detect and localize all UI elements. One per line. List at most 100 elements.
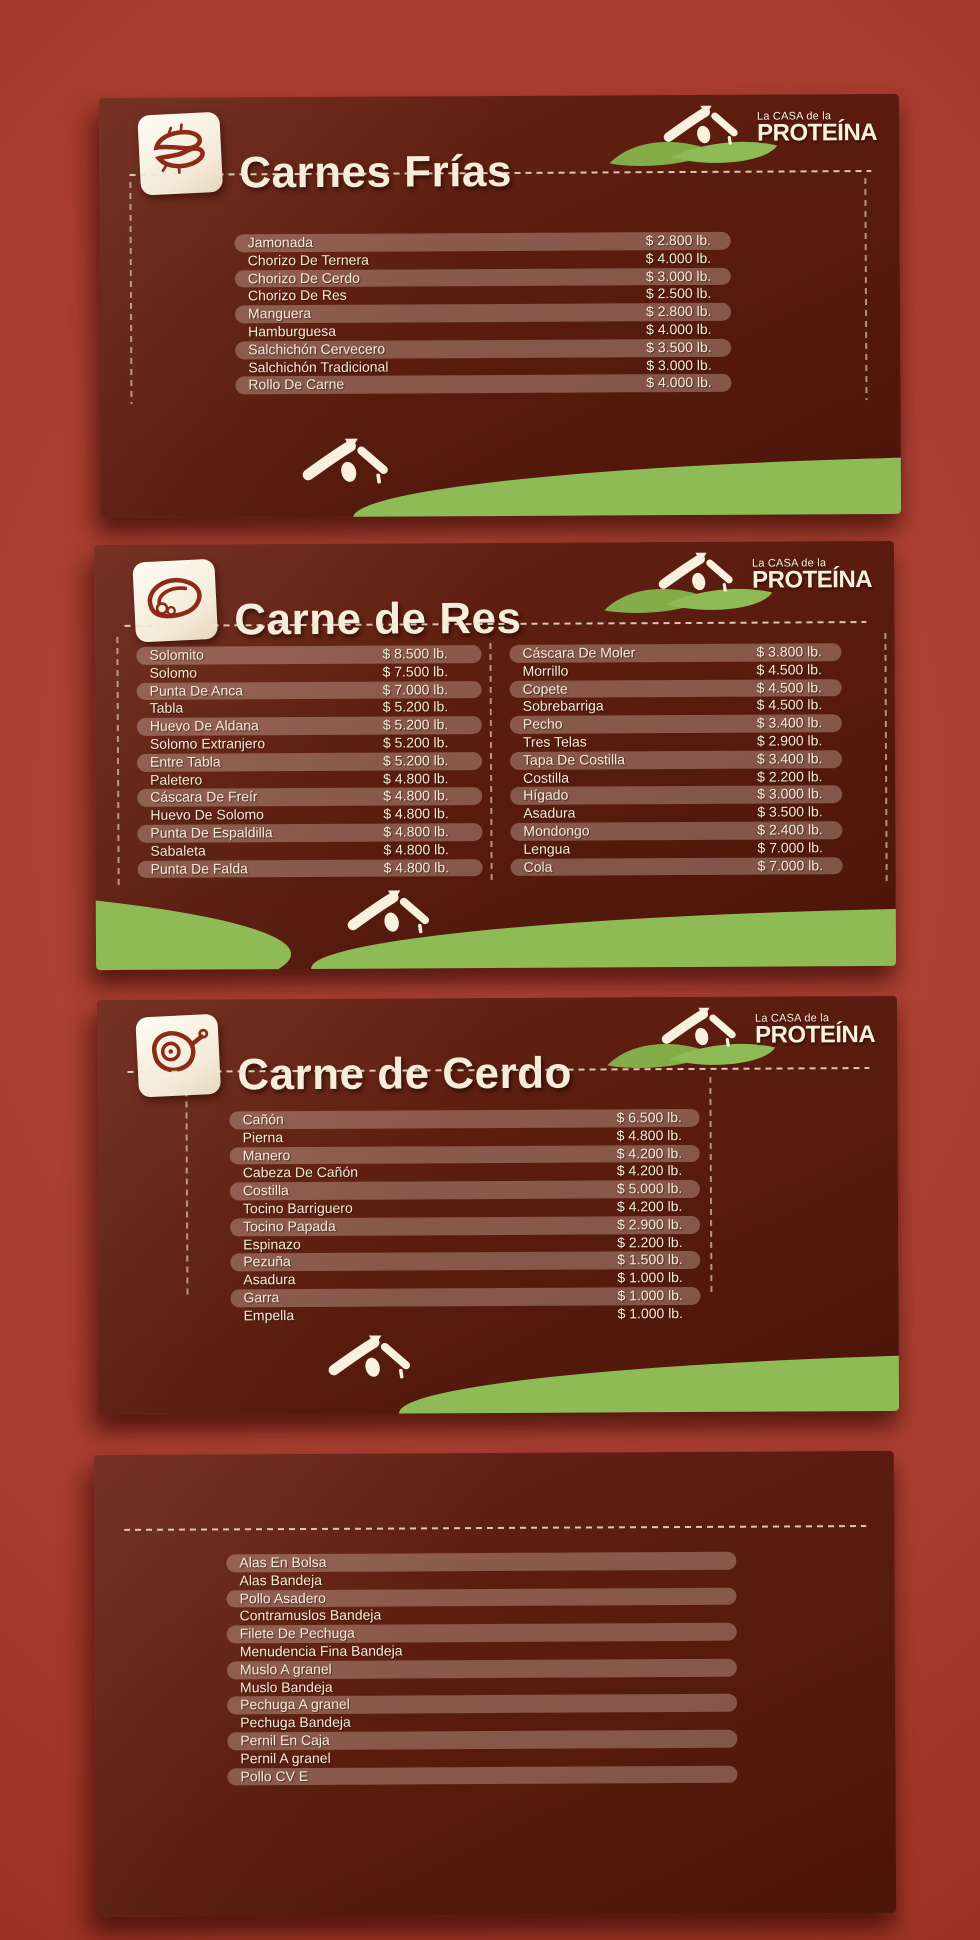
brand-logo: La CASA de la PROTEÍNA (607, 1004, 875, 1069)
price-list: Jamonada $ 2.800 lb. Chorizo De Ternera … (234, 231, 732, 395)
item-price: $ 4.800 lb. (383, 769, 449, 787)
item-price: $ 7.500 lb. (382, 663, 448, 680)
item-price: $ 2.500 lb. (645, 285, 712, 302)
brand-logo: La CASA de la PROTEÍNA (604, 549, 872, 614)
logo-house-icon (655, 105, 749, 145)
list-item: Pecho $ 3.400 lb. (509, 714, 842, 734)
price-list: Alas En Bolsa Alas Bandeja Pollo Asadero… (226, 1551, 738, 1786)
item-price: $ 4.800 lb. (383, 823, 449, 840)
item-price: $ 8.500 lb. (382, 645, 448, 662)
section-title: Carne de Cerdo (237, 1049, 573, 1100)
house-icon (346, 889, 434, 933)
list-item: Cáscara De Moler $ 3.800 lb. (509, 643, 842, 663)
logo-hill-icon (609, 141, 778, 166)
item-price: $ 5.200 lb. (382, 734, 449, 751)
item-price: $ 4.800 lb. (383, 805, 449, 822)
panel-carne-de-cerdo: Carne de Cerdo La CASA de la PROTEÍNA Ca… (96, 995, 900, 1416)
list-item: Paletero $ 4.800 lb. (137, 770, 482, 790)
item-name: Pollo CV E (240, 1767, 309, 1784)
item-price: $ 2.900 lb. (617, 1215, 683, 1233)
item-price: $ 4.500 lb. (756, 661, 822, 678)
dashed-frame-left (185, 1079, 189, 1300)
item-price: $ 4.800 lb. (383, 858, 450, 876)
list-item: Cola $ 7.000 lb. (510, 856, 843, 877)
section-icon-box (132, 558, 219, 643)
item-price: $ 3.500 lb. (646, 338, 712, 356)
section-icon-box (135, 1013, 222, 1098)
dashed-column-divider (489, 643, 493, 884)
logo-text: La CASA de la PROTEÍNA (755, 1012, 876, 1049)
item-price: $ 7.000 lb. (757, 839, 823, 856)
item-price: $ 7.000 lb. (757, 856, 824, 874)
list-item: Hígado $ 3.000 lb. (510, 785, 843, 806)
item-price: $ 5.200 lb. (382, 698, 449, 715)
item-price: $ 3.800 lb. (756, 643, 822, 660)
item-price: $ 5.000 lb. (616, 1180, 683, 1197)
list-item: Asadura $ 3.500 lb. (510, 803, 842, 823)
dashed-frame-left (129, 181, 133, 404)
logo-name: PROTEÍNA (755, 1021, 876, 1049)
panel-carne-de-res: Carne de Res La CASA de la PROTEÍNA Solo… (93, 540, 897, 971)
steak-icon (147, 577, 202, 619)
list-item: Lengua $ 7.000 lb. (510, 839, 842, 859)
item-price: $ 4.000 lb. (646, 320, 712, 338)
item-price: $ 2.400 lb. (757, 821, 823, 838)
logo-house-icon (653, 1007, 747, 1047)
dashed-frame-right (884, 632, 888, 883)
item-price: $ 2.900 lb. (756, 732, 823, 749)
list-item: Empella $ 1.000 lb. (231, 1305, 701, 1325)
item-price: $ 4.200 lb. (616, 1144, 683, 1161)
list-item: Tres Telas $ 2.900 lb. (510, 732, 842, 752)
item-price: $ 6.500 lb. (616, 1109, 682, 1126)
item-price: $ 3.500 lb. (757, 803, 823, 820)
list-item: Tabla $ 5.200 lb. (137, 698, 482, 718)
item-price: $ 4.200 lb. (616, 1162, 683, 1179)
item-price: $ 4.800 lb. (383, 787, 449, 804)
logo-text: La CASA de la PROTEÍNA (757, 110, 877, 146)
list-item: Punta De Anca $ 7.000 lb. (136, 680, 482, 701)
item-price: $ 5.200 lb. (382, 716, 449, 733)
list-item: Entre Tabla $ 5.200 lb. (136, 751, 483, 772)
price-list-right: Cáscara De Moler $ 3.800 lb. Morrillo $ … (509, 643, 843, 877)
list-item: Sobrebarriga $ 4.500 lb. (510, 697, 842, 717)
item-price: $ 2.200 lb. (617, 1233, 683, 1250)
logo-house-icon (650, 552, 744, 592)
item-price: $ 4.800 lb. (383, 841, 449, 858)
list-item: Pollo CV E (227, 1765, 738, 1786)
panel-pollo: Alas En Bolsa Alas Bandeja Pollo Asadero… (93, 1450, 897, 1918)
item-price: $ 4.800 lb. (616, 1126, 683, 1144)
logo-hill-icon (607, 1043, 776, 1068)
item-price: $ 1.000 lb. (617, 1269, 683, 1286)
item-price: $ 4.000 lb. (645, 249, 712, 267)
brand-logo: La CASA de la PROTEÍNA (609, 102, 877, 167)
list-item: Solomo $ 7.500 lb. (137, 663, 482, 683)
list-item: Tapa De Costilla $ 3.400 lb. (509, 749, 843, 770)
dashed-frame-right (709, 1076, 713, 1297)
item-price: $ 5.200 lb. (382, 752, 449, 769)
item-price: $ 3.000 lb. (645, 267, 712, 284)
item-price: $ 2.800 lb. (645, 303, 712, 320)
list-item: Punta De Espaldilla $ 4.800 lb. (137, 823, 483, 843)
logo-name: PROTEÍNA (752, 566, 873, 594)
list-item: Punta De Falda $ 4.800 lb. (137, 858, 483, 879)
house-icon (327, 1334, 415, 1378)
item-price: $ 2.200 lb. (757, 767, 823, 785)
hill-graphic (352, 451, 902, 519)
house-icon (301, 438, 393, 484)
section-title: Carne de Res (234, 594, 522, 645)
price-list: Cañón $ 6.500 lb. Pierna $ 4.800 lb. Man… (229, 1108, 701, 1325)
logo-hill-icon (604, 588, 773, 613)
panel-carnes-frias: Carnes Frías La CASA de la PROTEÍNA Jamo… (98, 93, 902, 519)
item-price: $ 3.000 lb. (757, 785, 823, 803)
list-item: Solomo Extranjero $ 5.200 lb. (137, 734, 482, 754)
item-price: $ 1.000 lb. (617, 1287, 683, 1304)
dashed-rule (124, 1525, 867, 1531)
logo-text: La CASA de la PROTEÍNA (752, 557, 873, 594)
ham-icon (151, 1028, 209, 1073)
hill-graphic-left (93, 874, 292, 971)
list-item: Mondongo $ 2.400 lb. (510, 821, 843, 841)
item-price: $ 4.000 lb. (646, 374, 712, 391)
list-item: Huevo De Solomo $ 4.800 lb. (137, 805, 482, 825)
price-list-left: Solomito $ 8.500 lb. Solomo $ 7.500 lb. … (136, 645, 483, 879)
